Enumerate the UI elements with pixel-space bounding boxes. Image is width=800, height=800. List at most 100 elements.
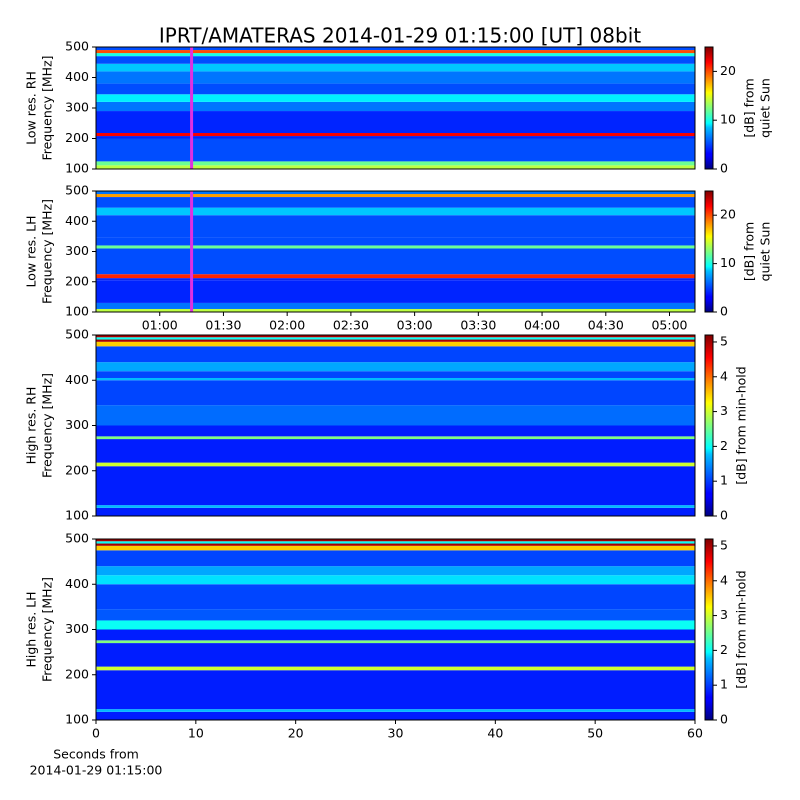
y-axis-label: High res. RH: [24, 387, 39, 465]
spectrum-band: [96, 337, 695, 340]
colorbar-tick-label: 10: [720, 112, 736, 127]
colorbar-tick-label: 3: [720, 607, 728, 622]
spectrum-band: [96, 251, 695, 275]
x-tick-label: 30: [388, 726, 404, 741]
colorbar-tick-label: 0: [720, 712, 728, 727]
y-axis-label: Frequency [MHz]: [40, 577, 55, 682]
spectrum-band: [96, 711, 695, 720]
colorbar: [704, 46, 714, 170]
colorbar-label: [dB] from: [742, 222, 757, 281]
spectrum-band: [96, 362, 695, 372]
spectrum-band: [96, 308, 695, 312]
spectrum-band: [96, 138, 695, 162]
spectrum-band: [96, 436, 695, 440]
spectrum-band: [96, 670, 695, 710]
colorbar-tick-label: 2: [720, 642, 728, 657]
x-axis-label: 2014-01-29 01:15:00: [30, 763, 163, 778]
y-tick-label: 300: [65, 243, 89, 258]
y-tick-label: 200: [65, 273, 89, 288]
colorbar-tick-label: 2: [720, 438, 728, 453]
spectrum-band: [96, 47, 695, 51]
spectrum-band: [96, 53, 695, 57]
x-tick-label: 40: [487, 726, 503, 741]
spectrum-band: [96, 466, 695, 506]
colorbar-tick-label: 4: [720, 572, 728, 587]
y-tick-label: 200: [65, 462, 89, 477]
y-tick-label: 400: [65, 69, 89, 84]
spectrum-band: [96, 341, 695, 347]
y-tick-label: 100: [65, 304, 89, 319]
colorbar: [704, 190, 714, 313]
spectrum-band: [96, 439, 695, 463]
y-tick-label: 200: [65, 130, 89, 145]
colorbar: [704, 334, 714, 517]
x-axis-label: Seconds from: [53, 747, 139, 762]
colorbar-tick-label: 5: [720, 333, 728, 348]
y-tick-label: 500: [65, 39, 89, 54]
y-axis-label: Frequency [MHz]: [40, 199, 55, 304]
colorbar-tick-label: 10: [720, 255, 736, 270]
spectrum-band: [96, 425, 695, 437]
y-tick-label: 400: [65, 576, 89, 591]
colorbar-label: [dB] from min-hold: [734, 570, 749, 688]
x-tick-label: 04:30: [588, 318, 624, 333]
colorbar: [704, 538, 714, 721]
spectrum-band: [96, 405, 695, 426]
spectrum-band: [96, 377, 695, 381]
colorbar-tick-label: 0: [720, 508, 728, 523]
spectrum-band: [96, 197, 695, 208]
colorbar-label: quiet Sun: [758, 78, 773, 138]
y-tick-label: 100: [65, 712, 89, 727]
spectrum-band: [96, 545, 695, 551]
spectrum-band: [96, 207, 695, 216]
spectrum-band: [96, 71, 695, 84]
spectrum-band: [96, 539, 695, 542]
y-tick-label: 100: [65, 508, 89, 523]
y-tick-label: 100: [65, 161, 89, 176]
colorbar-tick-label: 1: [720, 677, 728, 692]
y-tick-label: 400: [65, 372, 89, 387]
colorbar-tick-label: 20: [720, 207, 736, 222]
spectrum-band: [96, 575, 695, 585]
y-tick-label: 500: [65, 183, 89, 198]
spectrum-band: [96, 194, 695, 198]
x-tick-label: 60: [687, 726, 703, 741]
x-tick-label: 02:00: [269, 318, 305, 333]
spectrum-band: [96, 136, 695, 139]
colorbar-tick-label: 1: [720, 473, 728, 488]
colorbar-label: quiet Sun: [758, 222, 773, 282]
x-tick-label: 04:00: [524, 318, 560, 333]
y-tick-label: 500: [65, 327, 89, 342]
spectrum-band: [96, 165, 695, 169]
spectrum-band: [96, 83, 695, 95]
y-tick-label: 400: [65, 213, 89, 228]
spectrum-band: [96, 94, 695, 102]
spectrum-band: [96, 541, 695, 544]
spectrum-band: [96, 339, 695, 342]
x-tick-label: 50: [587, 726, 603, 741]
spectrum-band: [96, 371, 695, 378]
spectrum-band: [96, 550, 695, 567]
colorbar-tick-label: 5: [720, 537, 728, 552]
colorbar-tick-label: 3: [720, 403, 728, 418]
spectrum-band: [96, 245, 695, 249]
y-tick-label: 300: [65, 417, 89, 432]
spectrum-band: [96, 584, 695, 587]
spectrum-band: [96, 50, 695, 54]
colorbar-tick-label: 0: [720, 304, 728, 319]
y-tick-label: 300: [65, 100, 89, 115]
x-tick-label: 02:30: [333, 318, 369, 333]
spectrum-band: [96, 133, 695, 137]
spectrum-band: [96, 237, 695, 246]
colorbar-tick-label: 4: [720, 368, 728, 383]
x-tick-label: 20: [288, 726, 304, 741]
spectrum-band: [96, 462, 695, 467]
spectrum-band: [96, 63, 695, 72]
spectrum-band: [96, 543, 695, 546]
spectrum-band: [96, 566, 695, 576]
spectrum-band: [96, 586, 695, 610]
spectrum-band: [96, 111, 695, 134]
spectrum-band: [96, 56, 695, 64]
colorbar-tick-label: 0: [720, 161, 728, 176]
